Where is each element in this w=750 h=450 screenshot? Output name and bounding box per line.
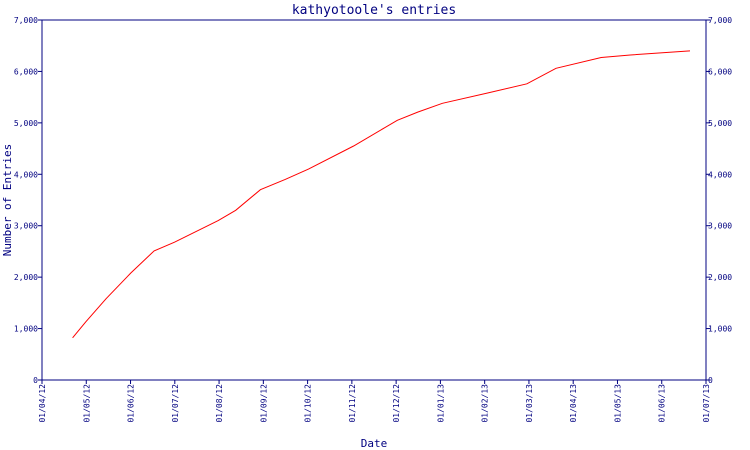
x-tick-label: 01/01/13 — [436, 384, 445, 423]
y-tick-label-left: 7,000 — [14, 16, 38, 25]
y-tick-label-left: 0 — [33, 376, 38, 385]
x-tick-label: 01/04/13 — [569, 384, 578, 423]
y-tick-label-left: 2,000 — [14, 273, 38, 282]
x-axis-label: Date — [361, 437, 388, 450]
chart-title: kathyotoole's entries — [292, 3, 456, 18]
x-tick-label: 01/05/12 — [82, 384, 91, 423]
x-tick-label: 01/06/13 — [658, 384, 667, 423]
y-tick-label-right: 6,000 — [708, 67, 732, 76]
x-tick-label: 01/04/12 — [38, 384, 47, 423]
series-group — [72, 50, 691, 339]
entries-series-line — [72, 50, 691, 339]
x-tick-label: 01/07/13 — [702, 384, 711, 423]
y-tick-label-right: 4,000 — [708, 170, 732, 179]
plot-frame — [41, 19, 707, 381]
y-axis-label: Number of Entries — [1, 144, 14, 257]
y-tick-label-right: 1,000 — [708, 325, 732, 334]
y-tick-label-right: 5,000 — [708, 119, 732, 128]
x-tick-label: 01/10/12 — [304, 384, 313, 423]
x-tick-label: 01/11/12 — [348, 384, 357, 423]
x-tick-label: 01/06/12 — [127, 384, 136, 423]
y-tick-label-left: 1,000 — [14, 325, 38, 334]
y-tick-label-left: 4,000 — [14, 170, 38, 179]
x-tick-label: 01/07/12 — [171, 384, 180, 423]
y-tick-label-right: 3,000 — [708, 222, 732, 231]
x-axis: 01/04/12 01/05/12 01/06/12 01/07/12 01/08/12… — [38, 380, 711, 423]
x-tick-label: 01/03/13 — [525, 384, 534, 423]
x-tick-label: 01/02/13 — [481, 384, 490, 423]
y-axis: 0 1,000 2,000 3,000 4,000 5,000 6,000 7,000 0 1,0… — [14, 16, 732, 385]
y-tick-label-right: 0 — [708, 376, 713, 385]
x-tick-label: 01/09/12 — [259, 384, 268, 423]
x-tick-label: 01/12/12 — [392, 384, 401, 423]
x-tick-label: 01/08/12 — [215, 384, 224, 423]
y-tick-label-right: 2,000 — [708, 273, 732, 282]
y-tick-label-right: 7,000 — [708, 16, 732, 25]
x-tick-label: 01/05/13 — [613, 384, 622, 423]
y-tick-label-left: 5,000 — [14, 119, 38, 128]
y-tick-label-left: 6,000 — [14, 67, 38, 76]
y-tick-label-left: 3,000 — [14, 222, 38, 231]
